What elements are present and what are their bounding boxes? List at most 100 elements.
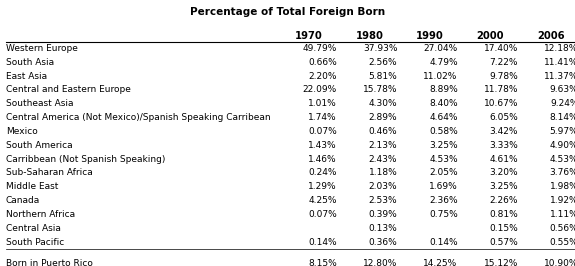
Text: 1.29%: 1.29%	[308, 182, 337, 191]
Text: 11.78%: 11.78%	[484, 85, 518, 94]
Text: 0.58%: 0.58%	[429, 127, 458, 136]
Text: 3.20%: 3.20%	[489, 168, 518, 177]
Text: 0.13%: 0.13%	[369, 224, 397, 233]
Text: 3.25%: 3.25%	[429, 141, 458, 150]
Text: 1.11%: 1.11%	[550, 210, 575, 219]
Text: Mexico: Mexico	[6, 127, 37, 136]
Text: 49.79%: 49.79%	[302, 44, 337, 53]
Text: 1980: 1980	[355, 31, 384, 41]
Text: 0.56%: 0.56%	[550, 224, 575, 233]
Text: 0.39%: 0.39%	[369, 210, 397, 219]
Text: 5.81%: 5.81%	[369, 72, 397, 81]
Text: 11.02%: 11.02%	[423, 72, 458, 81]
Text: 1.01%: 1.01%	[308, 99, 337, 108]
Text: 2.53%: 2.53%	[369, 196, 397, 205]
Text: 1.98%: 1.98%	[550, 182, 575, 191]
Text: 1.74%: 1.74%	[308, 113, 337, 122]
Text: 15.12%: 15.12%	[484, 259, 518, 266]
Text: 2.36%: 2.36%	[429, 196, 458, 205]
Text: 3.42%: 3.42%	[489, 127, 518, 136]
Text: 2.56%: 2.56%	[369, 58, 397, 67]
Text: Middle East: Middle East	[6, 182, 58, 191]
Text: Canada: Canada	[6, 196, 40, 205]
Text: 1970: 1970	[295, 31, 323, 41]
Text: Southeast Asia: Southeast Asia	[6, 99, 73, 108]
Text: 10.90%: 10.90%	[544, 259, 575, 266]
Text: 0.14%: 0.14%	[308, 238, 337, 247]
Text: Central America (Not Mexico)/Spanish Speaking Carribean: Central America (Not Mexico)/Spanish Spe…	[6, 113, 270, 122]
Text: South Pacific: South Pacific	[6, 238, 64, 247]
Text: 15.78%: 15.78%	[363, 85, 397, 94]
Text: 3.25%: 3.25%	[489, 182, 518, 191]
Text: 1.92%: 1.92%	[550, 196, 575, 205]
Text: 2006: 2006	[536, 31, 565, 41]
Text: 4.53%: 4.53%	[550, 155, 575, 164]
Text: 4.25%: 4.25%	[308, 196, 337, 205]
Text: 1990: 1990	[416, 31, 444, 41]
Text: 2.13%: 2.13%	[369, 141, 397, 150]
Text: 4.79%: 4.79%	[429, 58, 458, 67]
Text: 37.93%: 37.93%	[363, 44, 397, 53]
Text: 22.09%: 22.09%	[302, 85, 337, 94]
Text: 0.57%: 0.57%	[489, 238, 518, 247]
Text: 2.05%: 2.05%	[429, 168, 458, 177]
Text: 2000: 2000	[477, 31, 504, 41]
Text: 1.43%: 1.43%	[308, 141, 337, 150]
Text: 8.14%: 8.14%	[550, 113, 575, 122]
Text: 0.24%: 0.24%	[308, 168, 337, 177]
Text: 1.46%: 1.46%	[308, 155, 337, 164]
Text: 9.24%: 9.24%	[550, 99, 575, 108]
Text: 0.36%: 0.36%	[369, 238, 397, 247]
Text: 4.64%: 4.64%	[429, 113, 458, 122]
Text: 8.15%: 8.15%	[308, 259, 337, 266]
Text: 0.75%: 0.75%	[429, 210, 458, 219]
Text: South America: South America	[6, 141, 72, 150]
Text: East Asia: East Asia	[6, 72, 47, 81]
Text: 27.04%: 27.04%	[423, 44, 458, 53]
Text: 12.18%: 12.18%	[544, 44, 575, 53]
Text: 2.89%: 2.89%	[369, 113, 397, 122]
Text: 0.55%: 0.55%	[550, 238, 575, 247]
Text: 0.07%: 0.07%	[308, 127, 337, 136]
Text: 8.40%: 8.40%	[429, 99, 458, 108]
Text: 0.07%: 0.07%	[308, 210, 337, 219]
Text: 9.63%: 9.63%	[550, 85, 575, 94]
Text: 14.25%: 14.25%	[423, 259, 458, 266]
Text: 0.15%: 0.15%	[489, 224, 518, 233]
Text: 8.89%: 8.89%	[429, 85, 458, 94]
Text: 2.20%: 2.20%	[308, 72, 337, 81]
Text: 11.41%: 11.41%	[544, 58, 575, 67]
Text: Born in Puerto Rico: Born in Puerto Rico	[6, 259, 93, 266]
Text: 7.22%: 7.22%	[489, 58, 518, 67]
Text: Percentage of Total Foreign Born: Percentage of Total Foreign Born	[190, 7, 385, 17]
Text: 0.81%: 0.81%	[489, 210, 518, 219]
Text: Carribbean (Not Spanish Speaking): Carribbean (Not Spanish Speaking)	[6, 155, 165, 164]
Text: 3.76%: 3.76%	[550, 168, 575, 177]
Text: 2.03%: 2.03%	[369, 182, 397, 191]
Text: Central Asia: Central Asia	[6, 224, 60, 233]
Text: 5.97%: 5.97%	[550, 127, 575, 136]
Text: 4.90%: 4.90%	[550, 141, 575, 150]
Text: Northern Africa: Northern Africa	[6, 210, 75, 219]
Text: 10.67%: 10.67%	[484, 99, 518, 108]
Text: Western Europe: Western Europe	[6, 44, 78, 53]
Text: 12.80%: 12.80%	[363, 259, 397, 266]
Text: 0.14%: 0.14%	[429, 238, 458, 247]
Text: South Asia: South Asia	[6, 58, 54, 67]
Text: 17.40%: 17.40%	[484, 44, 518, 53]
Text: 11.37%: 11.37%	[544, 72, 575, 81]
Text: 6.05%: 6.05%	[489, 113, 518, 122]
Text: 4.30%: 4.30%	[369, 99, 397, 108]
Text: 2.43%: 2.43%	[369, 155, 397, 164]
Text: Sub-Saharan Africa: Sub-Saharan Africa	[6, 168, 93, 177]
Text: Central and Eastern Europe: Central and Eastern Europe	[6, 85, 131, 94]
Text: 2.26%: 2.26%	[489, 196, 518, 205]
Text: 1.18%: 1.18%	[369, 168, 397, 177]
Text: 4.61%: 4.61%	[489, 155, 518, 164]
Text: 0.46%: 0.46%	[369, 127, 397, 136]
Text: 1.69%: 1.69%	[429, 182, 458, 191]
Text: 0.66%: 0.66%	[308, 58, 337, 67]
Text: 3.33%: 3.33%	[489, 141, 518, 150]
Text: 4.53%: 4.53%	[429, 155, 458, 164]
Text: 9.78%: 9.78%	[489, 72, 518, 81]
